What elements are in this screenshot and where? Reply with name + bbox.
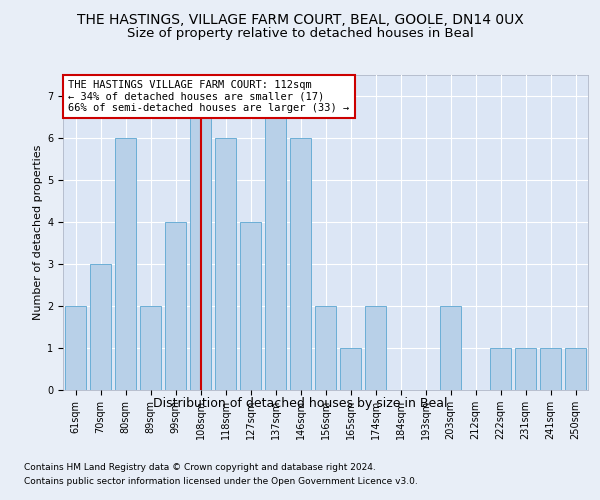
Bar: [190, 96, 211, 390]
Bar: [215, 138, 236, 390]
Text: Distribution of detached houses by size in Beal: Distribution of detached houses by size …: [153, 398, 447, 410]
Bar: [565, 348, 586, 390]
Text: Size of property relative to detached houses in Beal: Size of property relative to detached ho…: [127, 28, 473, 40]
Bar: [240, 222, 261, 390]
Bar: [340, 348, 361, 390]
Bar: [365, 306, 386, 390]
Bar: [315, 306, 336, 390]
Bar: [165, 222, 186, 390]
Bar: [90, 264, 111, 390]
Bar: [115, 138, 136, 390]
Bar: [515, 348, 536, 390]
Bar: [490, 348, 511, 390]
Text: Contains HM Land Registry data © Crown copyright and database right 2024.: Contains HM Land Registry data © Crown c…: [24, 462, 376, 471]
Bar: [440, 306, 461, 390]
Bar: [290, 138, 311, 390]
Bar: [140, 306, 161, 390]
Bar: [65, 306, 86, 390]
Text: THE HASTINGS, VILLAGE FARM COURT, BEAL, GOOLE, DN14 0UX: THE HASTINGS, VILLAGE FARM COURT, BEAL, …: [77, 12, 523, 26]
Y-axis label: Number of detached properties: Number of detached properties: [33, 145, 43, 320]
Bar: [265, 96, 286, 390]
Bar: [540, 348, 561, 390]
Text: THE HASTINGS VILLAGE FARM COURT: 112sqm
← 34% of detached houses are smaller (17: THE HASTINGS VILLAGE FARM COURT: 112sqm …: [68, 80, 349, 113]
Text: Contains public sector information licensed under the Open Government Licence v3: Contains public sector information licen…: [24, 478, 418, 486]
